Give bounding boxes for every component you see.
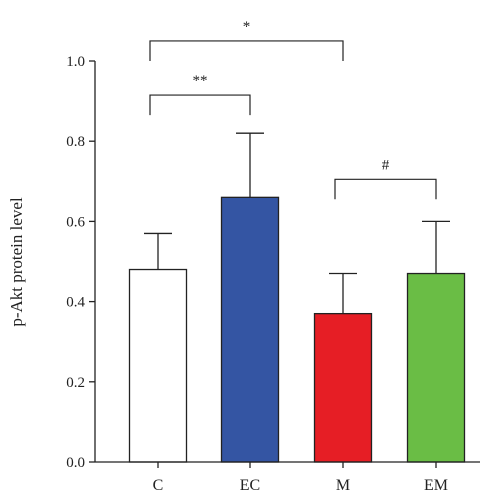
bars-group: [128, 196, 466, 463]
y-tick-label: 0.6: [66, 214, 85, 230]
bar-em: [406, 272, 466, 463]
y-tick-label: 0.4: [66, 295, 85, 311]
significance-label: *: [243, 19, 251, 35]
significance-bracket: [149, 40, 344, 61]
significance-group: ***#: [149, 19, 437, 200]
y-tick-label: 0.0: [66, 455, 85, 471]
bar-c: [128, 268, 188, 463]
axes-group: [94, 61, 480, 463]
y-tick-label: 1.0: [66, 54, 85, 70]
x-tick-label: C: [153, 477, 164, 494]
significance-bracket: [334, 178, 437, 200]
y-tick-label: 0.8: [66, 134, 85, 150]
y-axis-label: p-Akt protein level: [7, 197, 26, 327]
x-tick-label: EM: [424, 477, 448, 494]
x-tick-label: M: [336, 477, 350, 494]
y-ticks-group: 0.0 0.2 0.4 0.6 0.8 1.0: [66, 54, 95, 471]
significance-bracket: [149, 94, 251, 116]
significance-label: #: [382, 157, 390, 173]
bar-m: [313, 312, 373, 463]
bar-ec: [220, 196, 280, 463]
error-bars-group: [144, 132, 450, 314]
x-ticks-group: C EC M EM: [153, 462, 448, 494]
y-tick-label: 0.2: [66, 375, 85, 391]
x-tick-label: EC: [240, 477, 260, 494]
significance-label: **: [193, 73, 208, 89]
